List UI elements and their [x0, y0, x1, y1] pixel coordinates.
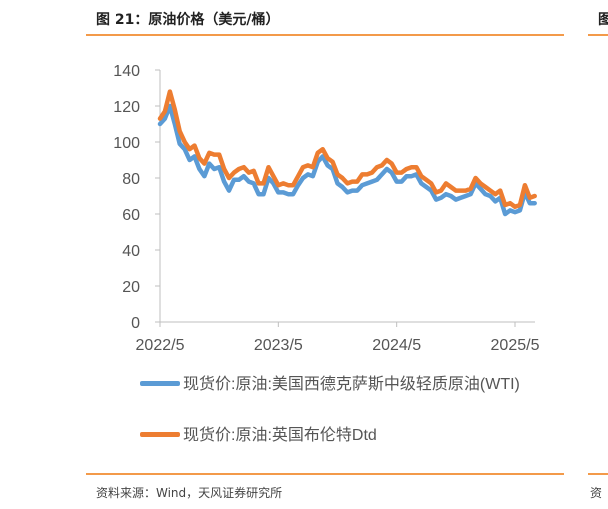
- y-tick-label: 20: [122, 279, 140, 296]
- next-source-note: 资: [590, 486, 603, 500]
- title-rule-next: [588, 34, 608, 36]
- x-tick-label: 2022/5: [136, 337, 185, 354]
- x-tick-label: 2025/5: [491, 337, 540, 354]
- x-tick-label: 2024/5: [372, 337, 421, 354]
- source-note: 资料来源：Wind，天风证券研究所: [96, 486, 283, 500]
- series-line-brent: [157, 89, 537, 210]
- title-rule: [86, 34, 564, 36]
- legend-swatch-brent: [140, 432, 180, 437]
- legend-label-brent: 现货价:原油:英国布伦特Dtd: [183, 427, 377, 444]
- legend-swatch-wti: [140, 381, 180, 386]
- footer-rule: [86, 473, 564, 475]
- y-tick-label: 40: [122, 243, 140, 260]
- footer-rule-next: [588, 473, 608, 475]
- y-tick-label: 80: [122, 171, 140, 188]
- y-tick-label: 60: [122, 207, 140, 224]
- y-tick-label: 0: [131, 315, 140, 332]
- y-tick-label: 100: [113, 135, 140, 152]
- legend-item-brent: 现货价:原油:英国布伦特Dtd: [140, 424, 377, 448]
- legend-item-wti: 现货价:原油:美国西德克萨斯中级轻质原油(WTI): [140, 373, 543, 397]
- y-tick-label: 120: [113, 99, 140, 116]
- next-figure-title: 图: [598, 12, 608, 28]
- y-tick-label: 140: [113, 63, 140, 80]
- x-tick-label: 2023/5: [254, 337, 303, 354]
- figure-title: 图 21：原油价格（美元/桶）: [96, 12, 280, 28]
- series-line-wti: [157, 103, 537, 217]
- legend-label-wti: 现货价:原油:美国西德克萨斯中级轻质原油(WTI): [183, 376, 520, 393]
